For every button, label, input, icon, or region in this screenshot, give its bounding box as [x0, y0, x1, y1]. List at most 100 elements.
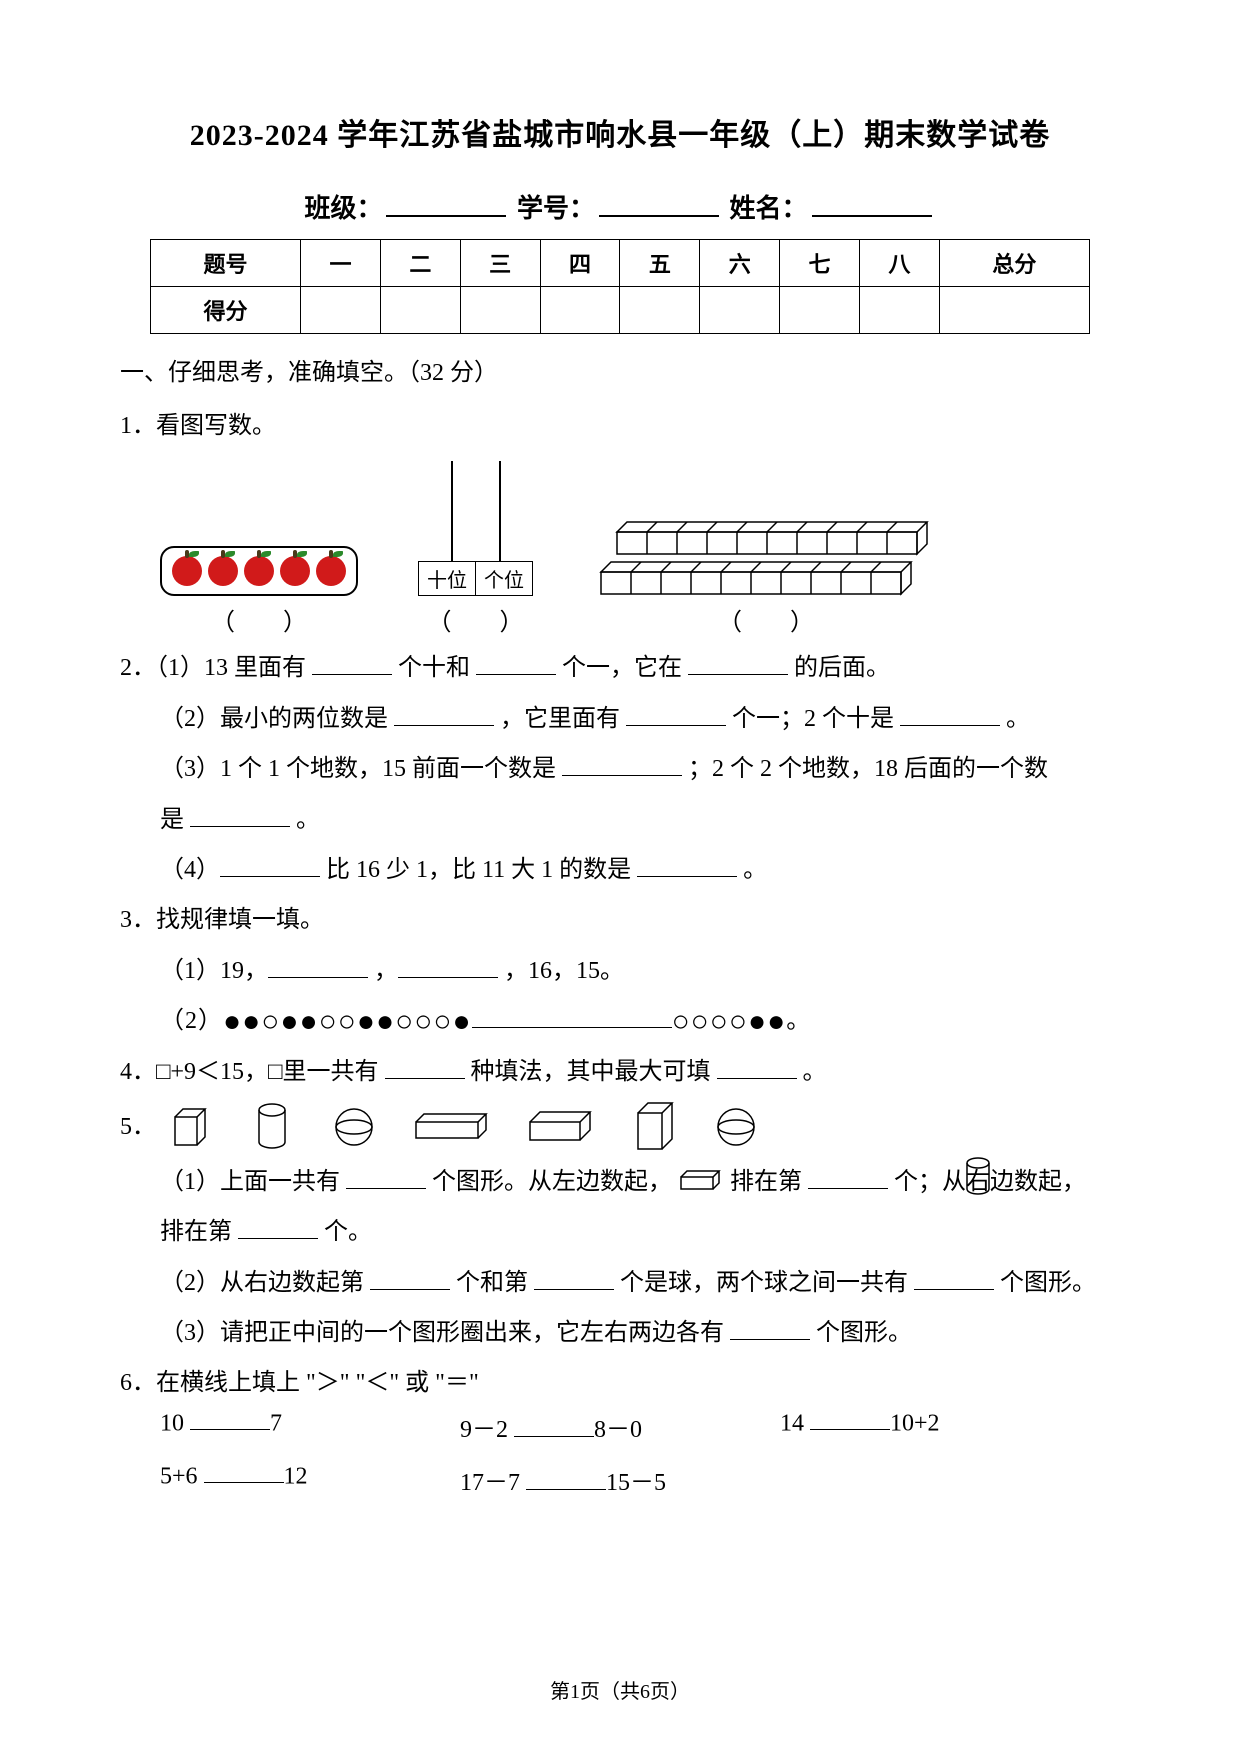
q6-right: 7: [270, 1410, 282, 1436]
q2-text: 个十和: [398, 655, 476, 681]
sphere-icon: [712, 1103, 760, 1151]
q2-text: ；2 个 2 个地数，18 后面的一个数: [688, 756, 1048, 782]
q6-cell: 5+6 12: [160, 1462, 460, 1497]
q5-text: 个图形。: [1000, 1270, 1096, 1296]
q6-stem: 6．在横线上填上 "＞" "＜" 或 "＝": [120, 1358, 1120, 1408]
q6-right: 12: [284, 1463, 308, 1489]
q2-text: （3）1 个 1 个地数，15 前面一个数是: [160, 756, 562, 782]
blank: [238, 1218, 318, 1239]
blank: [190, 805, 290, 826]
score-header: 四: [540, 240, 620, 287]
blank: [526, 1468, 606, 1489]
score-header: 三: [460, 240, 540, 287]
score-header: 一: [301, 240, 381, 287]
q3-text: ，16，15。: [504, 958, 624, 984]
apple-icon: [172, 556, 202, 586]
score-table: 题号 一 二 三 四 五 六 七 八 总分 得分: [150, 239, 1090, 334]
blank: [312, 654, 392, 675]
q6-left: 10: [160, 1410, 184, 1436]
cube-row: [593, 560, 923, 596]
q5-text: 个图形。从左边数起，: [432, 1169, 672, 1195]
q2-text: 。: [1006, 706, 1030, 732]
q2-text: 。: [296, 807, 320, 833]
q2-line2: （2）最小的两位数是 ，它里面有 个一；2 个十是 。: [160, 694, 1120, 744]
cuboid-small-icon: [166, 1103, 214, 1151]
score-header: 二: [380, 240, 460, 287]
q5-row: 5．: [120, 1097, 1120, 1157]
q1-paren-2: （ ）: [428, 602, 524, 637]
q2-text: 2．（1）13 里面有: [120, 655, 312, 681]
q3-stem: 3．找规律填一填。: [120, 895, 1120, 945]
q6-cell: 9－2 8－0: [460, 1409, 780, 1444]
cylinder-icon: [248, 1103, 296, 1151]
blank: [398, 956, 498, 977]
blank: [268, 956, 368, 977]
q2-text: 个一；2 个十是: [732, 706, 900, 732]
score-cell: [939, 287, 1089, 334]
blank: [808, 1168, 888, 1189]
q6-cell: 17－7 15－5: [460, 1462, 780, 1497]
q1-stem: 1．看图写数。: [120, 401, 1120, 451]
q2-text: ，它里面有: [500, 706, 626, 732]
dot-pattern-right: ○○○○●●: [672, 1005, 787, 1038]
cuboid-tall-icon: [630, 1103, 678, 1151]
q3-part1: （1）19， ， ，16，15。: [160, 946, 1120, 996]
blank: [394, 704, 494, 725]
q2-text: （2）最小的两位数是: [160, 706, 394, 732]
blank: [514, 1415, 594, 1436]
blank: [346, 1168, 426, 1189]
score-cell: [859, 287, 939, 334]
blank: [810, 1409, 890, 1430]
name-label: 姓名：: [730, 194, 808, 223]
q3-text: ，: [374, 958, 398, 984]
q5-text: 个。: [324, 1219, 372, 1245]
inline-cylinder-icon: [964, 1157, 992, 1215]
score-row-label: 得分: [151, 287, 301, 334]
q6-cell: 10 7: [160, 1409, 460, 1444]
q2-text: 个一，它在: [562, 655, 688, 681]
blank: [914, 1268, 994, 1289]
q5-number: 5．: [120, 1102, 156, 1152]
q5-text: 排在第: [730, 1169, 808, 1195]
q5-part3: （3）请把正中间的一个图形圈出来，它左右两边各有 个图形。: [160, 1308, 1120, 1358]
q5-part1: （1）上面一共有 个图形。从左边数起， 排在第 个；从右边数起，: [160, 1157, 1120, 1207]
q6-cell: 14 10+2: [780, 1409, 1080, 1444]
apple-icon: [316, 556, 346, 586]
page-footer: 第1页（共6页）: [0, 1675, 1240, 1704]
dot-pattern-left: ●●○●●○○●●○○○●: [223, 1005, 472, 1038]
cubes-svg: [609, 520, 939, 556]
blank: [220, 856, 320, 877]
score-header: 五: [620, 240, 700, 287]
q5-text: 个图形。: [816, 1320, 912, 1346]
student-no-label: 学号：: [517, 194, 595, 223]
q6-left: 17－7: [460, 1470, 520, 1496]
q4-text: 。: [803, 1059, 827, 1085]
q5-part2: （2）从右边数起第 个和第 个是球，两个球之间一共有 个图形。: [160, 1258, 1120, 1308]
inline-flat-cuboid-icon: [678, 1169, 724, 1193]
subhead-line: 班级： 学号： 姓名：: [120, 188, 1120, 225]
score-header-row: 题号 一 二 三 四 五 六 七 八 总分: [151, 240, 1090, 287]
blank: [730, 1319, 810, 1340]
q6-right: 10+2: [890, 1410, 940, 1436]
q1-paren-3: （ ）: [718, 602, 814, 637]
sphere-icon: [330, 1103, 378, 1151]
page-title: 2023-2024 学年江苏省盐城市响水县一年级（上）期末数学试卷: [120, 110, 1120, 154]
class-label: 班级：: [304, 194, 382, 223]
blank: [717, 1057, 797, 1078]
flat-cuboid-icon: [412, 1103, 492, 1151]
q5-text: （2）从右边数起第: [160, 1270, 370, 1296]
abacus-icon: 十位 个位: [418, 461, 533, 596]
q2-line3b: 是 。: [160, 795, 1120, 845]
blank: [204, 1462, 284, 1483]
apple-icon: [280, 556, 310, 586]
blank: [534, 1268, 614, 1289]
score-header: 总分: [939, 240, 1089, 287]
q3-text: （1）19，: [160, 958, 268, 984]
q6-left: 5+6: [160, 1463, 198, 1489]
q6-right: 15－5: [606, 1470, 666, 1496]
score-cell: [380, 287, 460, 334]
q2-text: 是: [160, 807, 190, 833]
flat-cuboid-2-icon: [526, 1103, 596, 1151]
q5-text: 个和第: [456, 1270, 534, 1296]
q2-text: 。: [743, 857, 767, 883]
